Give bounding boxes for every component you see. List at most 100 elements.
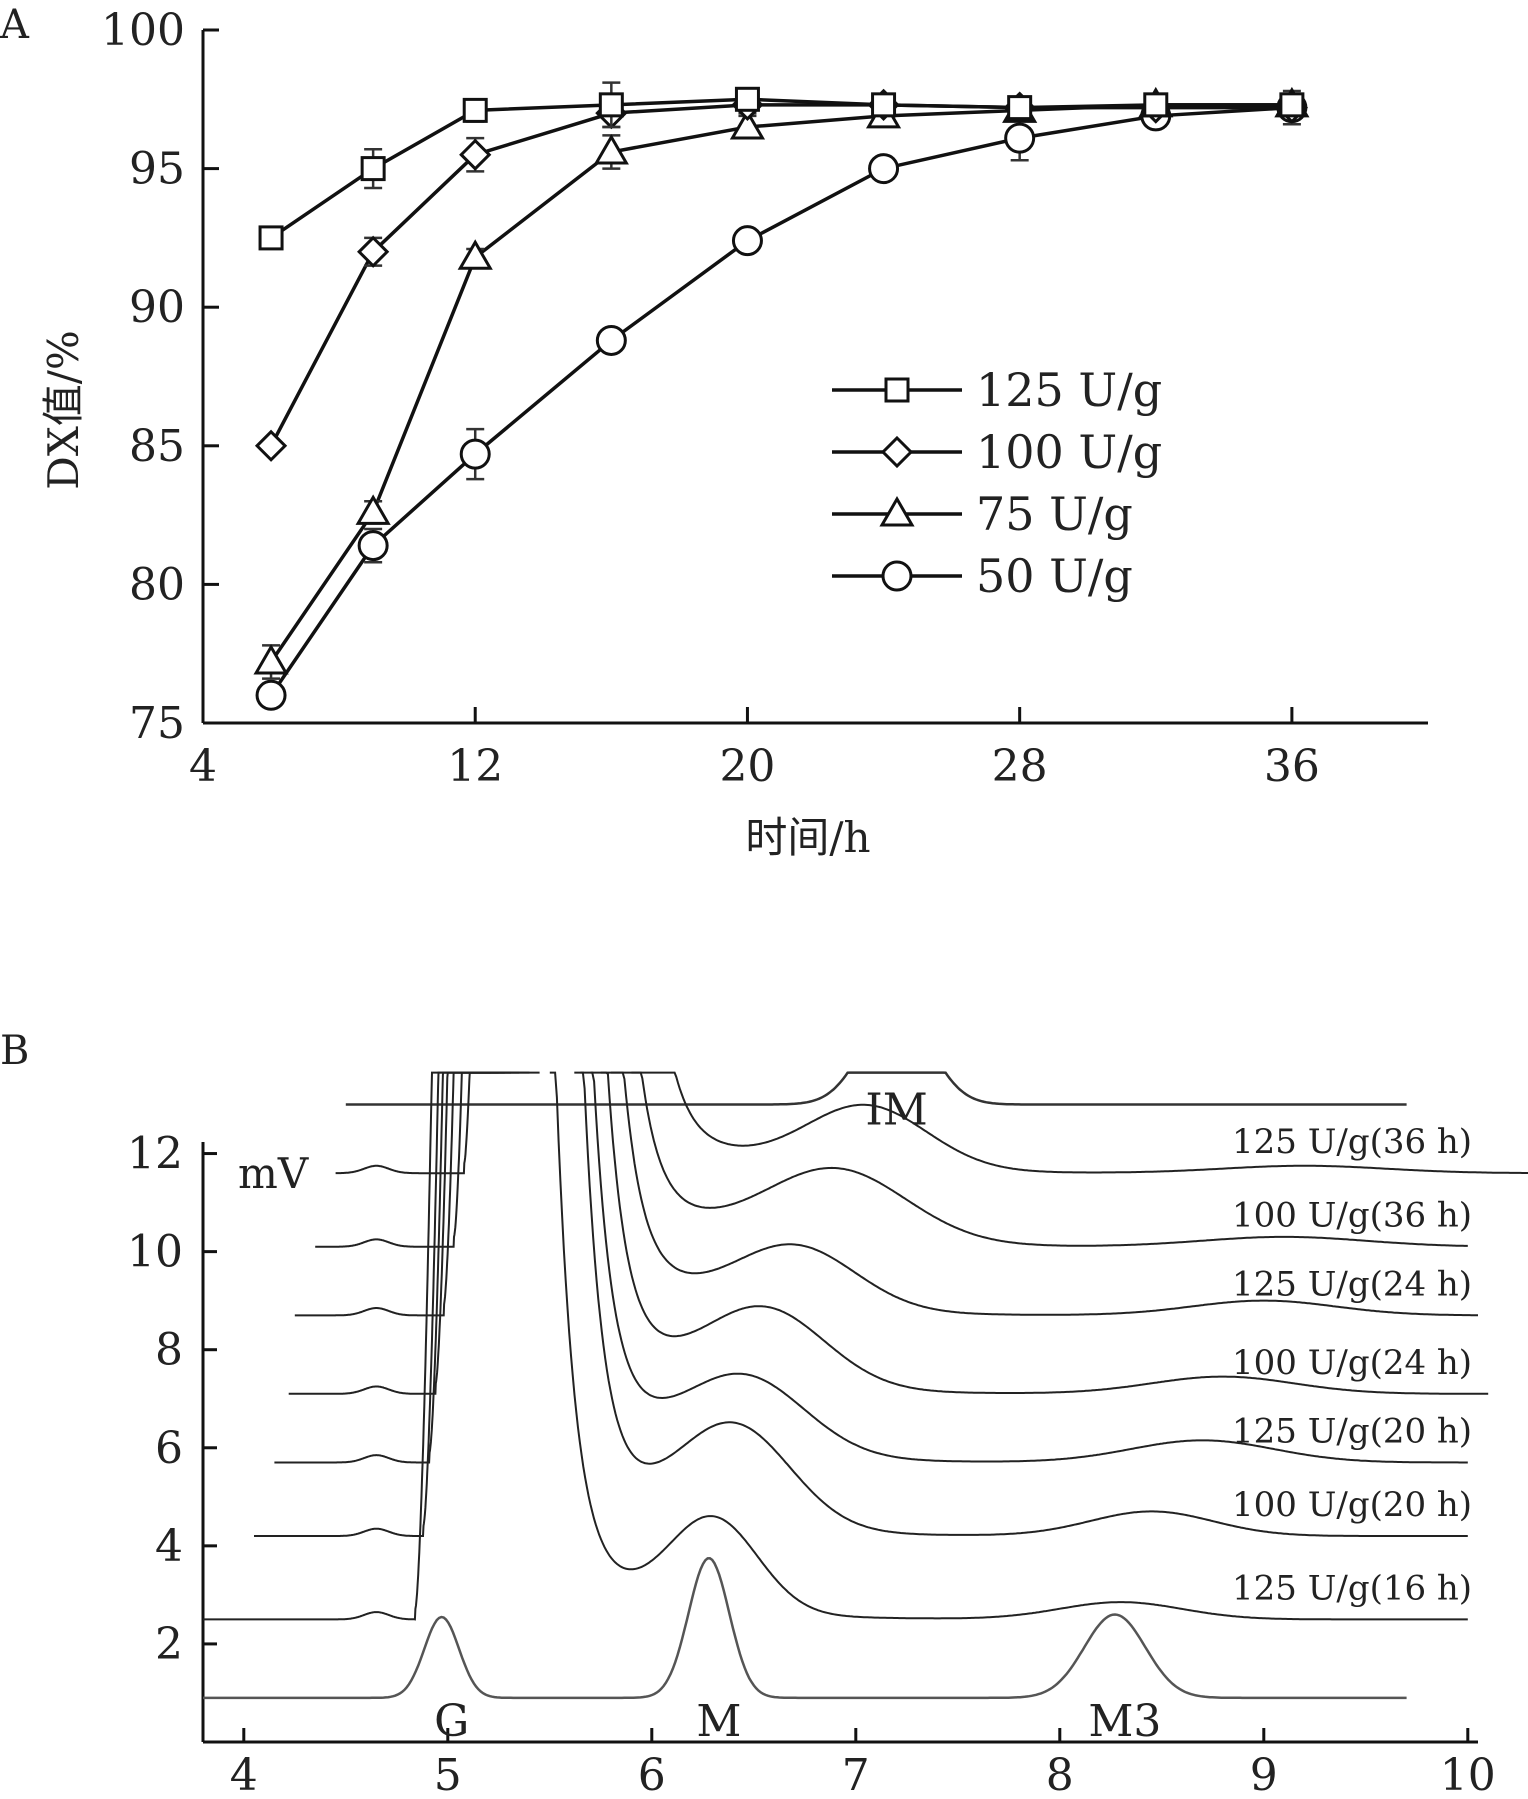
im-reference-trace — [345, 1071, 1407, 1106]
data-point-50-u-g — [357, 530, 389, 562]
data-point-75-u-g — [729, 109, 766, 140]
sample-trace-label: 125 U/g(24 h) — [1232, 1264, 1472, 1304]
panel-b-x-tick-label: 6 — [638, 1750, 666, 1799]
panel-a-y-axis-title: DX值/% — [39, 330, 88, 490]
panel-a-legend: 125 U/g 100 U/g 75 U/g 50 U/g — [832, 363, 1162, 603]
sample-trace-label: 125 U/g(20 h) — [1232, 1411, 1472, 1451]
peak-label-g: G — [434, 1696, 469, 1747]
sample-trace-label: 125 U/g(36 h) — [1232, 1122, 1472, 1162]
sample-trace-rise — [294, 1071, 520, 1317]
panel-a-axes: 75 80 85 90 95 100 4 12 20 28 36 — [101, 5, 1428, 792]
sample-trace-tail — [580, 1071, 1468, 1464]
series-125-u-g — [258, 81, 1305, 251]
data-point-125-u-g — [1279, 92, 1305, 118]
data-point-125-u-g — [598, 92, 624, 118]
data-point-50-u-g — [868, 153, 900, 185]
sample-trace-tail — [590, 1071, 1489, 1395]
panel-a-x-tick-label: 4 — [189, 741, 217, 792]
panel-b-traces-group: G M M3 IM 125 U/g(16 h) 100 U/g(20 h) 125 U/g(… — [203, 1071, 1528, 1747]
data-point-125-u-g — [360, 156, 386, 182]
sample-trace-rise — [274, 1071, 505, 1464]
panel-b-x-tick-label: 9 — [1250, 1750, 1278, 1799]
panel-b-y-tick-label: 6 — [155, 1423, 183, 1474]
sample-trace-group: 125 U/g(16 h) — [203, 1071, 1472, 1621]
sample-trace-group: 100 U/g(20 h) — [254, 1071, 1472, 1537]
sample-trace-tail — [611, 1071, 1468, 1247]
data-point-50-u-g — [595, 324, 627, 356]
panel-b-x-tick-label: 5 — [434, 1750, 462, 1799]
legend-label: 125 U/g — [976, 363, 1162, 417]
sample-trace-group: 125 U/g(24 h) — [294, 1071, 1478, 1317]
data-point-75-u-g — [253, 644, 289, 675]
data-point-100-u-g — [357, 235, 390, 268]
panel-b-x-tick-label: 7 — [842, 1750, 870, 1799]
legend-label: 75 U/g — [976, 487, 1133, 541]
data-point-50-u-g — [1004, 122, 1036, 154]
data-point-75-u-g — [457, 239, 493, 270]
data-point-125-u-g — [462, 97, 488, 123]
panel-a-y-tick-label: 75 — [129, 698, 185, 749]
panel-a-line-chart: A DX值/% 时间/h 75 80 85 90 95 100 4 12 20 28 36 125 … — [0, 2, 1428, 862]
panel-b-y-tick-label: 12 — [127, 1129, 183, 1180]
panel-a-series-group — [253, 81, 1310, 711]
legend-label: 50 U/g — [976, 549, 1133, 603]
panel-a-label: A — [0, 2, 30, 48]
data-point-50-u-g — [459, 438, 491, 470]
panel-a-y-tick-label: 85 — [129, 421, 185, 472]
sample-trace-rise — [335, 1071, 540, 1175]
panel-a-x-tick-label: 28 — [992, 741, 1048, 792]
peak-label-im: IM — [865, 1085, 927, 1136]
panel-b-x-tick-label: 4 — [230, 1750, 258, 1799]
panel-b-x-tick-label: 8 — [1046, 1750, 1074, 1799]
legend-marker — [884, 377, 910, 403]
legend-label: 100 U/g — [976, 425, 1162, 479]
panel-b-label: B — [0, 1028, 29, 1074]
sample-trace-tail — [600, 1071, 1478, 1317]
panel-b-y-tick-label: 10 — [127, 1227, 183, 1278]
data-point-100-u-g — [459, 138, 492, 171]
panel-a-x-tick-label: 12 — [447, 741, 503, 792]
sample-trace-label: 100 U/g(20 h) — [1232, 1485, 1472, 1525]
standard-trace — [203, 1557, 1407, 1700]
data-point-125-u-g — [734, 86, 760, 112]
sample-trace-label: 100 U/g(24 h) — [1232, 1343, 1472, 1383]
data-point-125-u-g — [1007, 95, 1033, 121]
data-point-50-u-g — [255, 679, 287, 711]
panel-b-axes: 2 4 6 8 10 12 4 5 6 7 8 9 10 — [127, 1129, 1496, 1799]
sample-trace-tail — [574, 1071, 1468, 1537]
panel-a-x-axis-title: 时间/h — [745, 813, 870, 862]
panel-a-x-tick-label: 36 — [1264, 741, 1320, 792]
sample-trace-label: 125 U/g(16 h) — [1232, 1568, 1472, 1608]
data-point-100-u-g — [254, 429, 288, 462]
panel-a-y-tick-label: 90 — [129, 282, 185, 333]
data-point-125-u-g — [258, 225, 284, 251]
legend-marker — [879, 495, 915, 527]
peak-label-m: M — [696, 1696, 741, 1747]
sample-trace-label: 100 U/g(36 h) — [1232, 1196, 1472, 1236]
panel-b-y-tick-label: 2 — [155, 1619, 183, 1670]
data-point-50-u-g — [731, 225, 763, 257]
peak-label-m3: M3 — [1088, 1696, 1161, 1747]
panel-a-y-tick-label: 100 — [101, 5, 185, 56]
panel-b-y-tick-label: 4 — [155, 1521, 183, 1572]
panel-a-y-tick-label: 80 — [129, 559, 185, 610]
sample-trace-group: 125 U/g(36 h) — [335, 1071, 1528, 1175]
sample-trace-rise — [254, 1071, 499, 1537]
panel-b-y-tick-label: 8 — [155, 1325, 183, 1376]
sample-trace-group: 100 U/g(36 h) — [315, 1071, 1472, 1248]
panel-a-y-tick-label: 95 — [129, 144, 185, 195]
panel-b-y-axis-unit: mV — [238, 1149, 309, 1198]
panel-b-chromatograms: B mV 2 4 6 8 10 12 4 5 6 7 8 9 10 G M M3 IM 125 U/g(16 h… — [0, 1028, 1528, 1799]
sample-trace-tail — [549, 1071, 1468, 1621]
sample-trace-group: 100 U/g(24 h) — [288, 1071, 1489, 1395]
data-point-125-u-g — [871, 92, 897, 118]
legend-marker — [881, 560, 913, 592]
legend-marker — [880, 435, 914, 469]
data-point-75-u-g — [355, 494, 391, 525]
panel-b-x-tick-label: 10 — [1440, 1750, 1496, 1799]
sample-trace-tail — [631, 1071, 1528, 1174]
sample-trace-rise — [315, 1071, 530, 1248]
panel-a-x-tick-label: 20 — [719, 741, 775, 792]
sample-trace-rise — [288, 1071, 511, 1395]
